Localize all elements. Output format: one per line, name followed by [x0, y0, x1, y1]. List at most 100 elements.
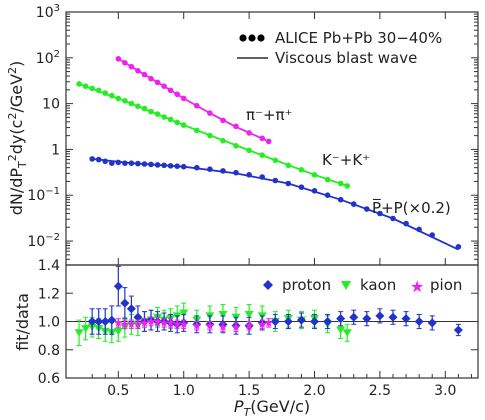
spectra-data-point — [265, 138, 272, 145]
x-tick-label: 2.0 — [303, 383, 325, 399]
spectra-data-point — [246, 130, 252, 136]
ratio-data-point — [388, 312, 398, 322]
x-axis-title: PT(GeV/c) — [234, 397, 310, 419]
annotation-kaon: K⁻+K⁺ — [322, 151, 370, 169]
ratio-data-point — [153, 317, 162, 326]
spectra-data-point — [135, 68, 141, 74]
ratio-data-point — [172, 319, 182, 328]
spectra-data-point — [259, 152, 266, 158]
spectra-data-point — [122, 98, 128, 104]
spectra-data-point — [76, 81, 82, 87]
spectra-data-point — [180, 95, 187, 102]
ratio-data-point — [166, 318, 175, 327]
ratio-data-point — [179, 309, 189, 318]
ratio-data-point — [336, 314, 346, 324]
spectra-data-point — [154, 162, 161, 168]
spectra-data-point — [272, 157, 279, 164]
spectra-data-point — [128, 100, 135, 107]
spectra-data-point — [115, 159, 122, 166]
y-tick-label: 1 — [51, 142, 60, 158]
ratio-data-point — [310, 317, 320, 326]
ratio-data-point — [113, 327, 123, 336]
ratio-data-point — [126, 304, 136, 314]
ratio-data-point — [146, 317, 156, 326]
spectra-data-point — [82, 83, 89, 89]
ratio-data-point — [218, 310, 228, 319]
spectra-data-point — [148, 161, 154, 168]
ratio-data-point — [283, 317, 293, 326]
spectra-data-point — [154, 111, 161, 117]
legend-label-blast-wave: Viscous blast wave — [275, 49, 417, 67]
legend-label-kaon: kaon — [360, 276, 396, 294]
ratio-data-point — [107, 315, 117, 325]
x-tick-label: 3.0 — [434, 383, 456, 399]
ratio-data-point — [349, 312, 359, 322]
spectra-data-point — [115, 56, 122, 62]
spectra-data-point — [311, 188, 318, 194]
spectra-data-point — [324, 192, 331, 198]
ratio-data-point — [296, 315, 306, 325]
spectra-data-point — [89, 156, 95, 162]
spectra-data-point — [416, 226, 422, 233]
spectra-data-point — [377, 210, 383, 217]
spectra-data-point — [141, 161, 148, 167]
spectra-data-point — [194, 164, 200, 171]
ratio-data-point — [336, 326, 346, 334]
spectra-data-point — [246, 172, 252, 178]
ratio-data-point — [127, 319, 136, 328]
ratio-data-point — [414, 317, 424, 326]
ratio-data-point — [192, 321, 202, 330]
ratio-data-point — [244, 310, 254, 319]
spectra-data-point — [285, 180, 292, 187]
legend-diamond-marker — [263, 280, 273, 290]
spectra-data-point — [233, 123, 239, 130]
ratio-data-point — [323, 317, 333, 326]
spectra-data-point — [207, 132, 213, 139]
ratio-points — [74, 265, 463, 347]
ratio-data-point — [120, 298, 130, 308]
y-tick-label: 103 — [36, 3, 60, 21]
spectra-data-point — [109, 92, 115, 99]
x-tick-label: 1.5 — [238, 383, 260, 399]
y-tick-label: 0.8 — [38, 343, 60, 359]
ratio-data-point — [453, 325, 463, 335]
ratio-data-point — [264, 318, 273, 327]
ratio-data-point — [133, 319, 143, 328]
spectra-data-point — [207, 166, 213, 172]
spectra-data-point — [174, 163, 180, 169]
spectra-data-point — [350, 201, 357, 207]
x-tick-label: 0.5 — [107, 383, 129, 399]
ratio-data-point — [94, 317, 104, 326]
spectra-data-point — [220, 137, 226, 144]
spectra-data-point — [403, 220, 409, 227]
spectra-data-point — [298, 167, 305, 173]
spectra-data-point — [109, 160, 115, 166]
spectra-data-point — [167, 87, 174, 94]
ratio-data-point — [270, 317, 280, 326]
spectra-data-point — [344, 183, 351, 189]
spectra-data-point — [128, 160, 135, 166]
spectra-data-point — [233, 143, 239, 149]
ratio-data-point — [100, 317, 110, 326]
ratio-data-point — [74, 329, 84, 337]
x-tick-label: 1.0 — [173, 383, 195, 399]
annotation-pion: π⁻+π⁺ — [246, 106, 292, 124]
ratio-data-point — [81, 325, 91, 333]
y-tick-label: 1.4 — [38, 258, 60, 274]
spectra-data-point — [102, 158, 108, 165]
spectra-data-point — [167, 116, 174, 123]
fit-curves — [78, 58, 459, 251]
spectra-data-point — [89, 85, 95, 92]
spectra-data-point — [148, 75, 154, 82]
ratio-data-point — [159, 318, 169, 327]
spectra-data-point — [135, 160, 141, 167]
ratio-data-point — [87, 317, 97, 326]
spectra-data-point — [148, 108, 154, 115]
legend-label-pion: pion — [430, 276, 462, 294]
ratio-data-point — [244, 321, 254, 330]
legend-triangle-marker — [341, 281, 351, 290]
y-tick-label: 1.0 — [38, 315, 60, 331]
spectra-data-point — [194, 102, 200, 109]
x-tick-label: 2.5 — [369, 383, 391, 399]
